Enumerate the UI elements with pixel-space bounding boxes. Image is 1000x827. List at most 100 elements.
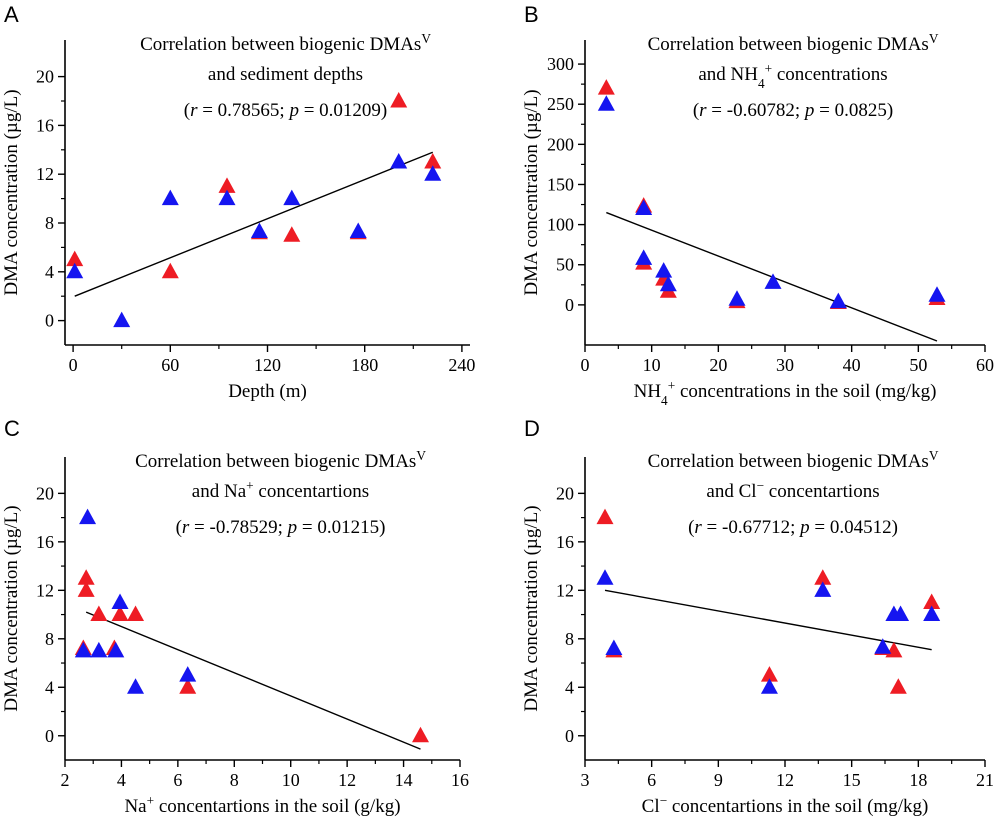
blue-triangle-point xyxy=(349,222,367,239)
panel-a: A 0 60 120 180 240 0 4 8 12 16 20 Depth (m) DMA conce… xyxy=(1,2,475,402)
red-triangle-point xyxy=(90,605,108,622)
correlation-stats: (r = 0.78565; p = 0.01209) xyxy=(184,100,388,121)
y-tick-label: 0 xyxy=(565,726,574,746)
red-triangle-point xyxy=(424,153,442,169)
red-triangle-point xyxy=(111,605,129,622)
x-tick-label: 40 xyxy=(843,355,861,375)
red-triangle-point xyxy=(161,262,179,279)
blue-triangle-point xyxy=(250,222,268,239)
y-tick-label: 16 xyxy=(36,115,54,135)
blue-triangle-point xyxy=(635,249,653,265)
x-tick-label: 12 xyxy=(776,770,794,790)
y-axis-title: DMA concentration (µg/L) xyxy=(1,89,22,295)
red-triangle-point xyxy=(218,177,236,193)
y-tick-label: 150 xyxy=(547,174,574,194)
x-axis-title: Na+ concentartions in the soil (g/kg) xyxy=(124,793,400,818)
blue-triangle-point xyxy=(764,273,782,289)
panel-letter: D xyxy=(524,416,540,441)
y-tick-label: 20 xyxy=(36,67,54,87)
red-triangle-point xyxy=(923,593,941,609)
x-tick-label: 15 xyxy=(843,770,861,790)
x-tick-label: 10 xyxy=(282,770,300,790)
chart-title-line-1: Correlation between biogenic DMAsV xyxy=(648,31,939,56)
blue-triangle-point xyxy=(161,189,179,206)
blue-triangle-point xyxy=(66,262,84,279)
chart-title-line-2: and Na+ concentartions xyxy=(192,478,369,503)
blue-triangle-point xyxy=(928,286,946,302)
blue-triangle-point xyxy=(107,641,125,658)
blue-triangle-point xyxy=(760,678,778,694)
y-tick-label: 8 xyxy=(565,629,574,649)
panel-c: C 2 4 6 8 10 12 14 16 0 4 8 12 16 20 Na+ concentartions… xyxy=(1,416,469,817)
x-axis-title: NH4+ concentrations in the soil (mg/kg) xyxy=(634,378,937,408)
regression-line xyxy=(604,589,932,651)
x-tick-label: 20 xyxy=(709,355,727,375)
y-tick-label: 8 xyxy=(45,213,54,233)
red-triangle-point xyxy=(814,569,832,585)
y-tick-label: 0 xyxy=(565,295,574,315)
chart-title-line-1: Correlation between biogenic DMAsV xyxy=(140,31,431,56)
red-triangle-point xyxy=(390,92,408,108)
blue-triangle-point xyxy=(923,605,941,622)
y-tick-label: 4 xyxy=(45,677,54,697)
red-triangle-point xyxy=(66,250,84,267)
red-triangle-point xyxy=(283,226,301,242)
x-tick-label: 180 xyxy=(351,355,378,375)
red-triangle-point xyxy=(77,569,95,585)
x-tick-label: 50 xyxy=(909,355,927,375)
blue-triangle-point xyxy=(283,189,301,206)
chart-title-line-2: and sediment depths xyxy=(208,64,363,85)
blue-triangle-point xyxy=(113,311,131,328)
correlation-stats: (r = -0.67712; p = 0.04512) xyxy=(688,517,898,538)
x-tick-label: 2 xyxy=(61,770,70,790)
x-tick-label: 12 xyxy=(338,770,356,790)
red-triangle-point xyxy=(760,666,778,682)
x-tick-label: 30 xyxy=(776,355,794,375)
blue-triangle-point xyxy=(596,569,614,585)
y-tick-label: 100 xyxy=(547,215,574,235)
blue-triangle-point xyxy=(179,666,197,682)
y-tick-label: 16 xyxy=(556,532,574,552)
blue-triangle-point xyxy=(605,639,623,655)
blue-triangle-point xyxy=(728,290,746,306)
x-tick-label: 0 xyxy=(581,355,590,375)
red-triangle-point xyxy=(596,508,614,525)
x-tick-label: 6 xyxy=(647,770,656,790)
blue-triangle-point xyxy=(655,262,673,278)
x-tick-label: 60 xyxy=(161,355,179,375)
blue-triangle-point xyxy=(597,95,615,111)
x-tick-label: 10 xyxy=(643,355,661,375)
x-axis-title: Cl− concentartions in the soil (mg/kg) xyxy=(642,793,929,818)
x-tick-label: 60 xyxy=(976,355,994,375)
blue-triangle-point xyxy=(127,678,145,694)
y-tick-label: 50 xyxy=(556,255,574,275)
y-tick-label: 0 xyxy=(45,311,54,331)
regression-line xyxy=(74,151,434,297)
x-tick-label: 9 xyxy=(714,770,723,790)
y-tick-label: 12 xyxy=(36,164,54,184)
correlation-stats: (r = -0.78529; p = 0.01215) xyxy=(176,517,386,538)
y-tick-label: 200 xyxy=(547,134,574,154)
x-tick-label: 6 xyxy=(173,770,182,790)
chart-title-line-1: Correlation between biogenic DMAsV xyxy=(135,448,426,473)
x-tick-label: 16 xyxy=(451,770,469,790)
y-tick-label: 12 xyxy=(36,580,54,600)
blue-triangle-point xyxy=(79,508,97,525)
x-tick-label: 18 xyxy=(909,770,927,790)
y-tick-label: 20 xyxy=(556,483,574,503)
blue-triangle-point xyxy=(74,641,92,658)
blue-triangle-point xyxy=(659,275,677,292)
y-tick-label: 250 xyxy=(547,94,574,114)
regression-line xyxy=(85,611,421,750)
blue-triangle-point xyxy=(111,593,129,609)
y-tick-label: 300 xyxy=(547,54,574,74)
y-axis-title: DMA concentration (µg/L) xyxy=(1,505,22,711)
blue-triangle-point xyxy=(874,638,892,654)
chart-title-line-2: and NH4+ concentrations xyxy=(698,61,887,91)
panel-letter: A xyxy=(4,2,19,27)
y-tick-label: 16 xyxy=(36,532,54,552)
x-axis-title: Depth (m) xyxy=(228,381,307,402)
blue-triangle-point xyxy=(90,641,108,658)
blue-triangle-point xyxy=(829,292,847,309)
